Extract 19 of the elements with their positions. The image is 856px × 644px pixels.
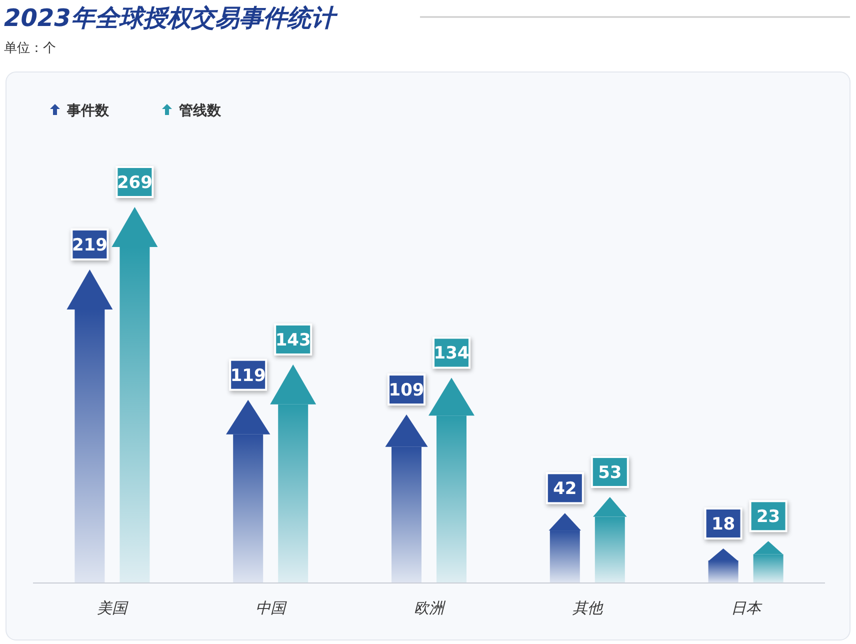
data-label: 119 (230, 366, 266, 386)
x-tick-label: 美国 (97, 599, 130, 617)
x-tick-label: 日本 (730, 599, 763, 617)
chart-title: 2023年全球授权交易事件统计 (4, 4, 338, 32)
data-label: 23 (756, 507, 780, 528)
x-tick-label: 中国 (256, 599, 288, 617)
data-label: 42 (553, 479, 577, 500)
legend-label: 管线数 (178, 103, 222, 119)
data-label: 134 (434, 344, 470, 364)
chart-subtitle: 单位：个 (4, 41, 56, 56)
x-tick-label: 其他 (572, 599, 604, 617)
data-label: 53 (598, 462, 622, 483)
data-label: 143 (275, 330, 311, 350)
data-label: 109 (388, 380, 424, 401)
legend-label: 事件数 (66, 103, 110, 119)
data-label: 219 (72, 235, 108, 256)
data-label: 269 (116, 173, 152, 193)
data-label: 18 (711, 514, 736, 534)
x-tick-label: 欧洲 (414, 599, 446, 617)
